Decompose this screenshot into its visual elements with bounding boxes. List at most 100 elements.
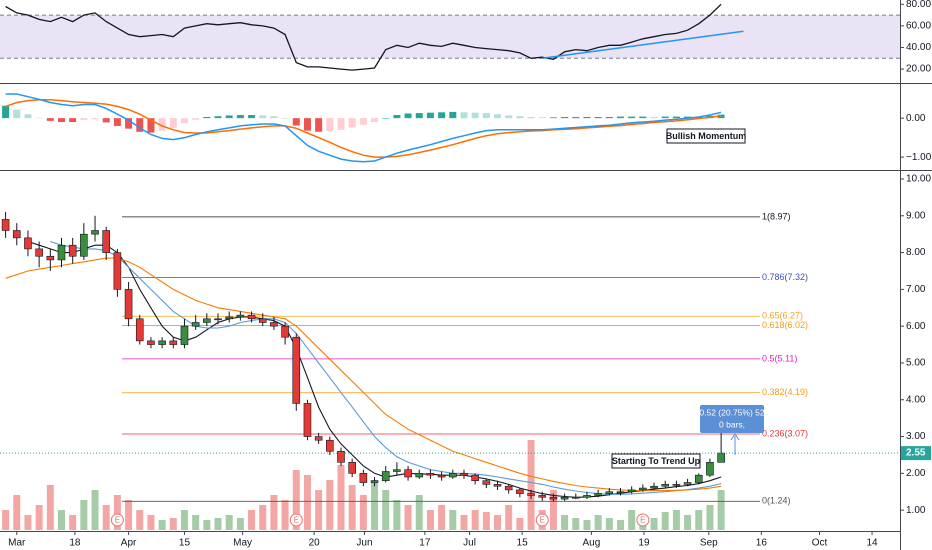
x-tick-label: 20 [309,538,321,549]
volume-bar [259,505,267,530]
macd-histogram-bar [426,112,434,119]
measure-text: 0 bars, [719,419,745,429]
volume-bar [91,490,99,530]
x-tick-label: 15 [517,538,529,549]
earnings-marker [535,513,549,527]
volume-bar [449,510,457,530]
candle-body [236,314,245,318]
measure-text: 0.52 (20.75%) 52 [699,407,764,417]
candle-body [616,491,625,494]
macd-histogram-bar [192,118,200,120]
candle-body [203,318,211,323]
macd-histogram-bar [292,118,300,126]
macd-histogram-bar [371,118,379,123]
macd-histogram-bar [415,113,423,119]
last-price-box [901,446,931,461]
candle-body [639,487,647,491]
volume-bar [706,505,714,530]
macd-histogram-bar [650,116,658,119]
candle-body [594,493,602,496]
macd-histogram-bar [281,118,289,119]
candle-body [393,469,401,472]
macd-histogram-bar [393,115,401,119]
y-tick-label: 10.00 [906,174,931,185]
fib-label: 0.65(6.27) [762,311,803,321]
macd-histogram-bar [326,118,334,132]
volume-bar [225,515,233,530]
candle-body [493,484,502,487]
macd-histogram-bar [113,118,121,126]
y-tick-label: 60.00 [906,21,931,32]
macd-histogram-bar [672,116,680,119]
macd-histogram-bar [382,118,390,119]
volume-bar [214,518,222,530]
volume-bar [303,475,311,530]
candle-body [102,230,111,253]
volume-bar [561,515,569,530]
macd-histogram-bar [46,118,54,121]
earnings-label: E [640,516,645,525]
volume-bar [426,510,434,530]
volume-bar [661,512,669,530]
macd-histogram-bar [158,118,166,131]
volume-bar [382,490,390,530]
macd-histogram-bar [203,116,211,119]
y-tick-label: 80.00 [906,0,931,10]
candle-body [281,325,289,338]
macd-histogram-bar [605,116,613,119]
candle-body [560,496,569,500]
earnings-label: E [115,516,120,525]
macd-histogram-bar [225,115,233,119]
candle-body [270,322,278,327]
macd-histogram-bar [102,118,110,123]
macd-histogram-bar [303,118,311,131]
y-tick-label: −1.00 [906,152,932,163]
volume-bar [594,515,602,530]
candle-body [191,322,200,327]
volume-bar [717,490,725,530]
volume-bar [460,515,468,530]
macd-histogram-bar [270,116,278,119]
x-tick-label: Mar [8,538,26,549]
earnings-marker [636,513,650,527]
candle-body [706,462,714,476]
candle-body [482,480,491,485]
macd-histogram-bar [214,116,222,119]
candle-body [12,230,21,239]
volume-bar [505,505,513,530]
volume-bar [359,495,367,530]
volume-bar [471,510,479,530]
volume-bar [672,510,680,530]
y-tick-label: 1.00 [906,505,926,516]
candle-body [583,495,591,498]
volume-bar [348,485,356,530]
candle-body [694,474,703,483]
candle-body [292,336,301,404]
volume-bar [281,500,289,530]
x-tick-label: Jun [356,538,372,549]
candle-body [314,436,323,441]
earnings-label: E [294,516,299,525]
candle-body [370,480,379,483]
candle-body [504,485,513,491]
volume-bar [248,510,256,530]
macd-histogram-bar [661,116,669,119]
last-price-label: 2.55 [906,448,926,459]
candle-body [247,314,256,320]
x-tick-label: Aug [583,538,601,549]
volume-bar [326,480,334,530]
y-tick-label: 2.00 [906,468,926,479]
candle-body [35,248,43,257]
volume-bar [438,505,446,530]
candle-body [437,474,446,478]
candle-body [124,289,133,320]
macd-histogram-bar [583,116,591,119]
y-tick-label: 5.00 [906,358,926,369]
volume-bar [113,495,121,530]
x-tick-label: Sep [700,538,718,549]
macd-histogram-bar [549,117,557,119]
volume-bar [315,490,323,530]
candle-body [80,233,88,257]
macd-histogram-bar [259,115,267,119]
